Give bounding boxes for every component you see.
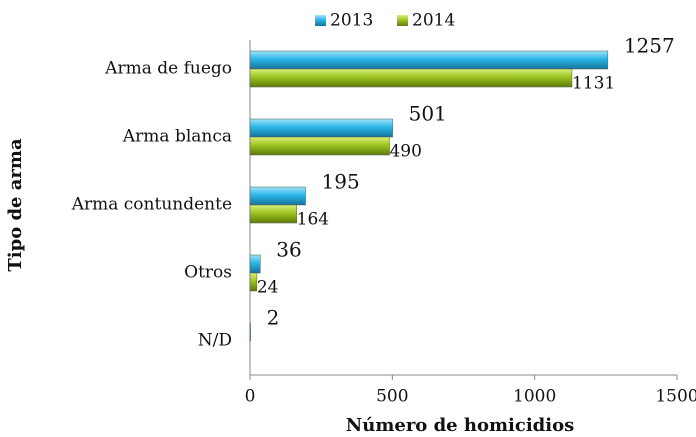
- bar: [249, 254, 261, 274]
- y-tick-label: N/D: [198, 331, 232, 351]
- data-label: 36: [276, 238, 301, 262]
- data-label: 2: [267, 306, 280, 330]
- data-label: 1257: [624, 34, 675, 58]
- bar: [249, 68, 573, 88]
- data-label: 490: [389, 142, 421, 162]
- bar: [249, 136, 390, 156]
- legend-swatch: [315, 15, 326, 26]
- y-tick-label: Arma blanca: [122, 127, 232, 147]
- x-axis-title: Número de homicidios: [346, 415, 574, 436]
- x-tick-label: 0: [245, 387, 256, 407]
- bar: [249, 50, 609, 70]
- y-axis-title: Tipo de arma: [5, 138, 26, 272]
- bar: [249, 118, 393, 138]
- bar: [249, 272, 258, 292]
- x-tick-label: 1000: [513, 387, 556, 407]
- y-tick-label: Arma de fuego: [104, 59, 232, 79]
- x-tick-label: 1500: [655, 387, 696, 407]
- legend-label: 2014: [412, 11, 455, 31]
- data-label: 195: [322, 170, 360, 194]
- legend-label: 2013: [330, 11, 373, 31]
- bar: [249, 322, 251, 342]
- bar: [249, 186, 306, 206]
- data-label: 501: [409, 102, 447, 126]
- bar: [249, 204, 297, 224]
- data-label: 24: [257, 278, 279, 298]
- y-tick-label: Arma contundente: [71, 195, 232, 215]
- data-label: 164: [297, 210, 329, 230]
- y-tick-label: Otros: [184, 263, 232, 283]
- data-label: 1131: [572, 74, 615, 94]
- legend-swatch: [397, 15, 408, 26]
- x-tick-label: 500: [376, 387, 408, 407]
